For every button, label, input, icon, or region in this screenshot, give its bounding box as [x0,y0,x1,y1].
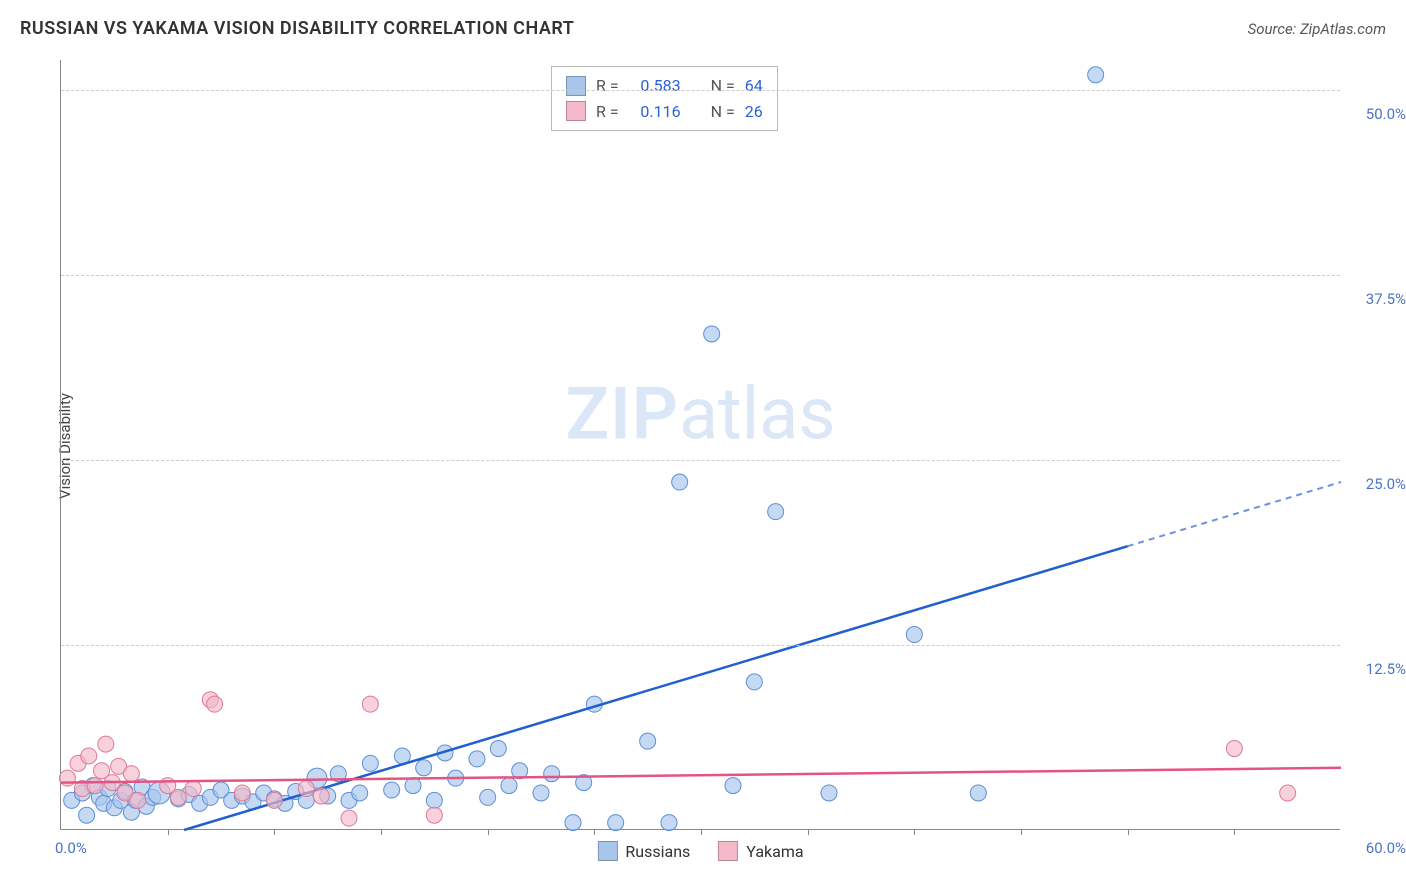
data-point [130,792,146,808]
data-point [87,778,103,794]
data-point [341,810,357,826]
legend-r-value: 0.116 [629,99,681,125]
legend-r-label: R = [596,99,619,125]
data-point [416,760,432,776]
legend-n-label: N = [711,73,735,99]
data-point [490,741,506,757]
data-point [234,785,250,801]
y-tick-label: 50.0% [1366,105,1406,123]
data-point [970,785,986,801]
chart-header: RUSSIAN VS YAKAMA VISION DISABILITY CORR… [20,18,1386,39]
x-tick-mark [381,829,382,835]
x-tick-mark [168,829,169,835]
legend-swatch [566,101,586,121]
data-point [1280,785,1296,801]
data-point [469,751,485,767]
data-point [185,781,201,797]
x-tick-mark [1128,829,1129,835]
data-point [501,778,517,794]
y-tick-label: 12.5% [1366,660,1406,678]
data-point [544,766,560,782]
gridline [61,460,1340,461]
x-tick-mark [594,829,595,835]
data-point [704,326,720,342]
data-point [768,504,784,520]
chart-source: Source: ZipAtlas.com [1248,20,1386,38]
data-point [79,807,95,823]
data-point [207,696,223,712]
x-tick-mark [274,829,275,835]
data-point [608,815,624,831]
y-tick-label: 25.0% [1366,475,1406,493]
data-point [362,755,378,771]
data-point [640,733,656,749]
data-point [565,815,581,831]
chart-title: RUSSIAN VS YAKAMA VISION DISABILITY CORR… [20,18,574,39]
legend-series-label: Russians [625,842,690,861]
gridline [61,275,1340,276]
legend-swatch [718,841,738,861]
plot-area: ZIPatlas R =0.583N =64R =0.116N =26 Russ… [60,60,1340,830]
data-point [480,789,496,805]
data-point [821,785,837,801]
legend-series-item: Russians [597,841,690,861]
legend-swatch [566,76,586,96]
data-point [906,627,922,643]
data-point [672,474,688,490]
gridline [61,645,1340,646]
x-axis-max-label: 60.0% [1366,839,1406,857]
x-tick-mark [808,829,809,835]
data-point [352,785,368,801]
legend-series-label: Yakama [746,842,803,861]
data-point [405,778,421,794]
legend-swatch [597,841,617,861]
legend-series: Russians Yakama [597,841,803,861]
x-axis-min-label: 0.0% [55,839,87,857]
data-point [170,789,186,805]
x-tick-mark [1234,829,1235,835]
gridline [61,90,1340,91]
data-point [426,807,442,823]
data-point [746,674,762,690]
x-tick-mark [1021,829,1022,835]
x-tick-mark [701,829,702,835]
legend-stat-row: R = 0.116 N = 26 [566,99,763,125]
legend-stat-row: R = 0.583 N = 64 [566,73,763,99]
data-point [362,696,378,712]
legend-r-value: 0.583 [629,73,681,99]
legend-series-item: Yakama [718,841,803,861]
data-point [298,781,314,797]
data-point [313,788,329,804]
legend-n-label: N = [711,99,735,125]
legend-n-value: 26 [745,99,763,125]
data-point [81,748,97,764]
x-tick-mark [488,829,489,835]
data-point [123,766,139,782]
trend-line-extrapolated [1128,482,1341,546]
data-point [725,778,741,794]
trend-line [61,768,1341,783]
x-tick-mark [914,829,915,835]
data-point [661,815,677,831]
data-point [533,785,549,801]
data-point [1088,67,1104,83]
y-tick-label: 37.5% [1366,290,1406,308]
legend-n-value: 64 [745,73,763,99]
data-point [98,736,114,752]
legend-stats: R = 0.583 N = 64 R = 0.116 N = 26 [551,66,778,131]
data-point [384,782,400,798]
legend-r-label: R = [596,73,619,99]
data-point [1226,741,1242,757]
trend-line [184,546,1128,830]
plot-svg [61,60,1340,829]
data-point [426,792,442,808]
data-point [266,792,282,808]
